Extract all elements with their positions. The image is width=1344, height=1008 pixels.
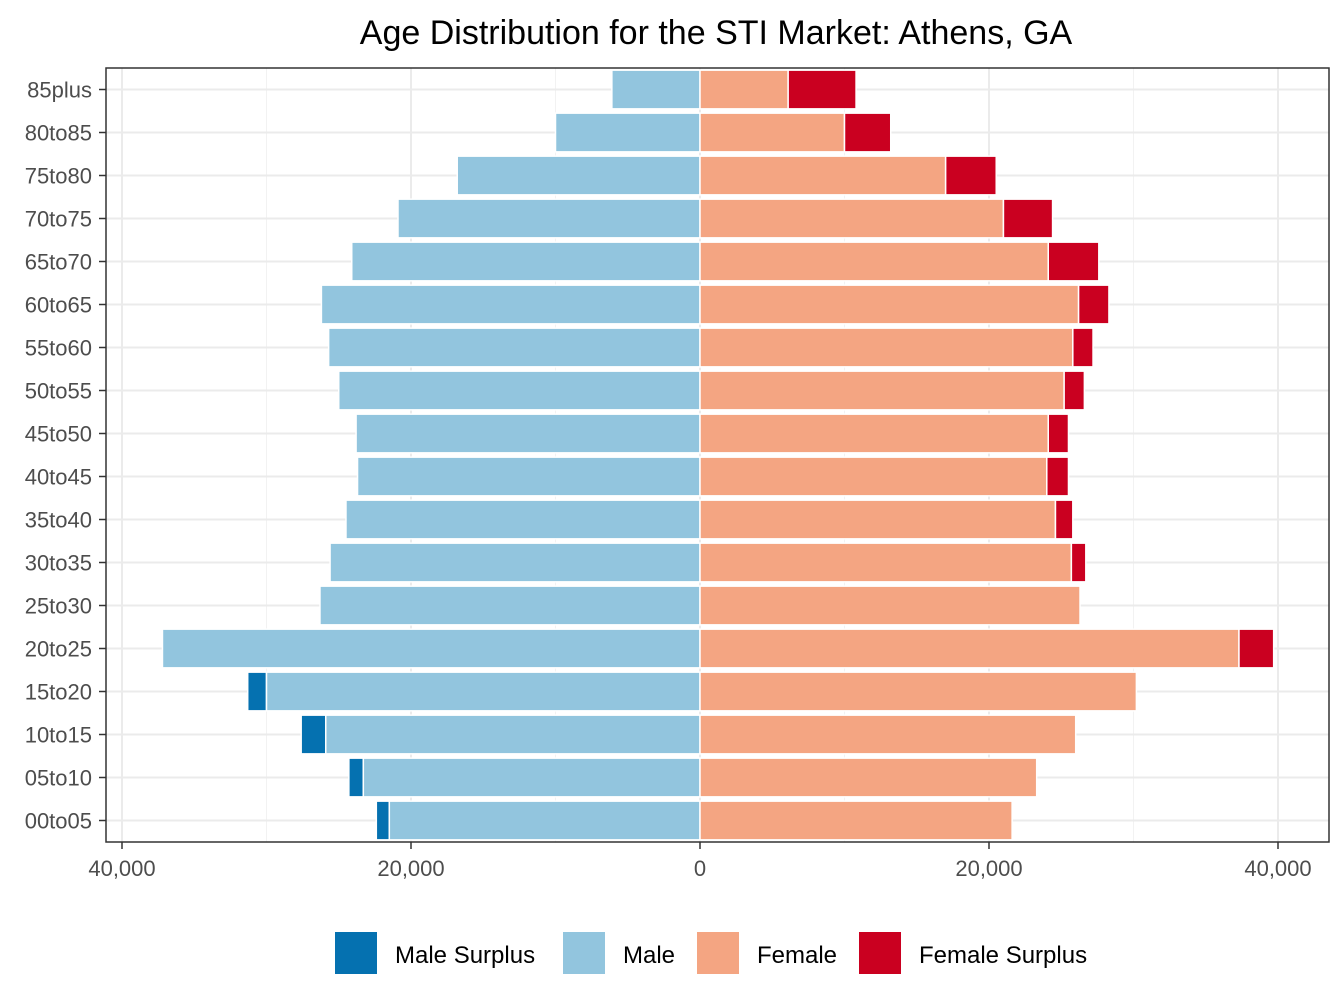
- bar-male-55to60: [327, 327, 701, 368]
- y-tick-label: 55to60: [25, 336, 92, 361]
- bar-male-20to25: [161, 628, 701, 669]
- bar-female-60to65: [699, 284, 1080, 325]
- x-tick-label: 20,000: [955, 856, 1022, 881]
- y-tick-label: 80to85: [25, 121, 92, 146]
- bar-male-30to35: [329, 542, 701, 583]
- bar-male-15to20: [265, 671, 701, 712]
- x-tick-label: 40,000: [1244, 856, 1311, 881]
- y-tick-label: 25to30: [25, 594, 92, 619]
- y-tick-label: 70to75: [25, 207, 92, 232]
- bar-female-15to20: [699, 671, 1138, 712]
- bar-female-50to55: [699, 370, 1065, 411]
- bar-male-25to30: [319, 585, 701, 626]
- y-axis: 00to05 05to10 10to15 15to20 20to25 25to30 30to…: [25, 78, 106, 834]
- legend-label-female: Female: [757, 942, 837, 969]
- legend-key-female-surplus: [859, 932, 901, 974]
- bar-female-35to40: [699, 499, 1057, 540]
- bar-male-70to75: [397, 198, 701, 239]
- bar-male-05to10: [362, 757, 701, 798]
- legend-label-male: Male: [623, 942, 675, 969]
- legend-key-male: [563, 932, 605, 974]
- bar-female-70to75: [699, 198, 1005, 239]
- legend: Male Surplus Male Female Female Surplus: [335, 932, 1087, 974]
- bar-female-surplus-20to25: [1238, 628, 1275, 669]
- y-tick-label: 50to55: [25, 379, 92, 404]
- bar-female-surplus-80to85: [843, 112, 892, 153]
- bar-female-75to80: [699, 155, 947, 196]
- y-tick-label: 65to70: [25, 250, 92, 275]
- bar-female-45to50: [699, 413, 1049, 454]
- y-tick-label: 05to10: [25, 766, 92, 791]
- bar-male-00to05: [388, 800, 701, 841]
- y-tick-label: 30to35: [25, 551, 92, 576]
- bar-male-10to15: [324, 714, 701, 755]
- bar-female-55to60: [699, 327, 1074, 368]
- bar-female-65to70: [699, 241, 1049, 282]
- y-tick-label: 85plus: [27, 78, 92, 103]
- x-axis: 40,000 20,000 0 20,000 40,000: [88, 842, 1312, 881]
- y-tick-label: 20to25: [25, 637, 92, 662]
- bar-female-surplus-85plus: [787, 69, 857, 110]
- x-tick-label: 20,000: [377, 856, 444, 881]
- bar-female-00to05: [699, 800, 1013, 841]
- x-tick-label: 40,000: [88, 856, 155, 881]
- bar-male-surplus-05to10: [348, 757, 365, 798]
- x-tick-label: 0: [694, 856, 706, 881]
- bar-female-surplus-70to75: [1002, 198, 1054, 239]
- bar-female-10to15: [699, 714, 1077, 755]
- bar-female-80to85: [699, 112, 846, 153]
- y-tick-label: 75to80: [25, 164, 92, 189]
- y-tick-label: 40to45: [25, 465, 92, 490]
- bar-female-20to25: [699, 628, 1240, 669]
- chart-title: Age Distribution for the STI Market: Ath…: [360, 14, 1073, 52]
- bar-female-surplus-55to60: [1072, 327, 1094, 368]
- bar-male-60to65: [320, 284, 701, 325]
- bar-female-30to35: [699, 542, 1073, 583]
- y-tick-label: 10to15: [25, 723, 92, 748]
- panel-border: [105, 67, 1330, 843]
- bar-male-50to55: [338, 370, 701, 411]
- y-tick-label: 00to05: [25, 809, 92, 834]
- bar-female-surplus-50to55: [1063, 370, 1086, 411]
- y-tick-label: 35to40: [25, 508, 92, 533]
- bar-female-surplus-45to50: [1047, 413, 1070, 454]
- legend-label-female-surplus: Female Surplus: [919, 942, 1087, 969]
- bar-male-40to45: [356, 456, 701, 497]
- bar-female-surplus-40to45: [1046, 456, 1070, 497]
- bar-male-45to50: [355, 413, 701, 454]
- legend-key-female: [697, 932, 739, 974]
- bar-female-40to45: [699, 456, 1048, 497]
- bar-female-surplus-75to80: [944, 155, 997, 196]
- bar-male-85plus: [611, 69, 701, 110]
- bar-female-surplus-60to65: [1077, 284, 1110, 325]
- bar-female-85plus: [699, 69, 789, 110]
- legend-label-male-surplus: Male Surplus: [395, 942, 535, 969]
- bar-male-65to70: [351, 241, 701, 282]
- bar-male-35to40: [345, 499, 701, 540]
- bar-male-75to80: [456, 155, 701, 196]
- bar-male-surplus-15to20: [246, 671, 268, 712]
- bar-female-surplus-30to35: [1070, 542, 1087, 583]
- bar-female-surplus-65to70: [1047, 241, 1100, 282]
- bar-layer: [161, 69, 1275, 841]
- bar-female-25to30: [699, 585, 1081, 626]
- y-tick-label: 60to65: [25, 293, 92, 318]
- bar-female-surplus-35to40: [1054, 499, 1074, 540]
- bar-female-05to10: [699, 757, 1038, 798]
- y-tick-label: 45to50: [25, 422, 92, 447]
- bar-male-80to85: [554, 112, 701, 153]
- y-tick-label: 15to20: [25, 680, 92, 705]
- legend-key-male-surplus: [335, 932, 377, 974]
- bar-male-surplus-10to15: [300, 714, 327, 755]
- bar-male-surplus-00to05: [375, 800, 391, 841]
